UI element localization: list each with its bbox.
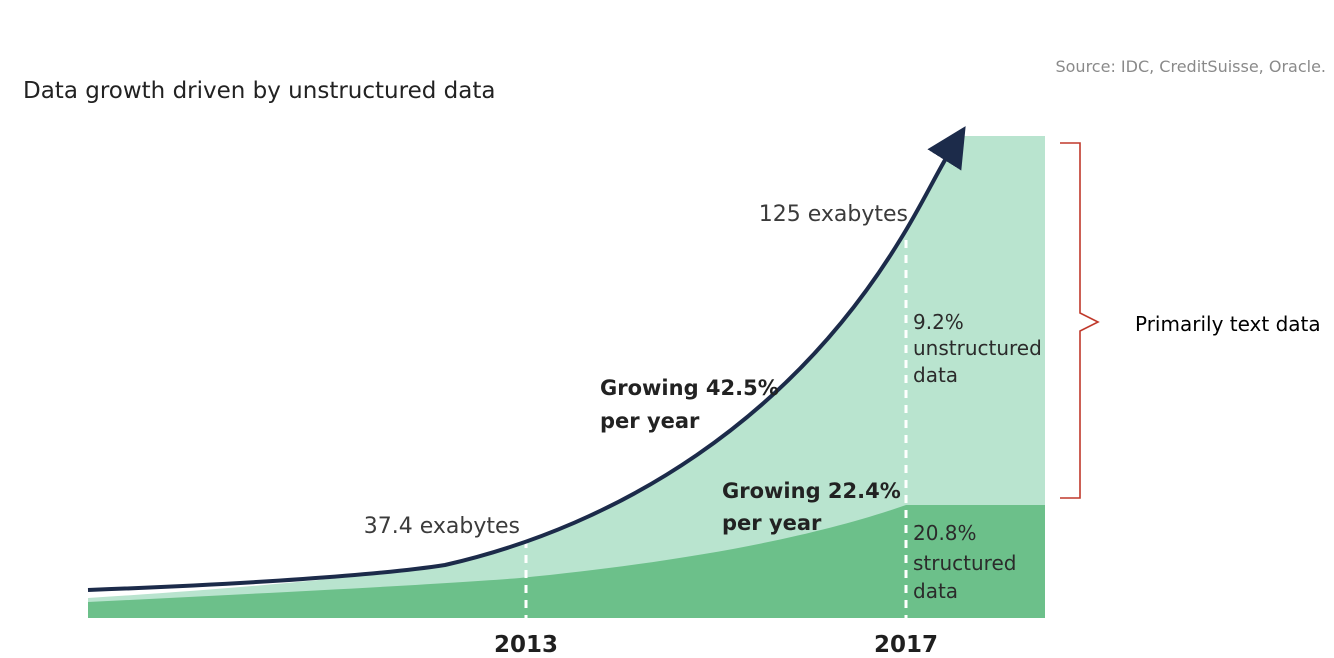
total-growth-curve [87, 126, 966, 592]
source-note: Source: IDC, CreditSuisse, Oracle. [1055, 57, 1326, 76]
chart-title: Data growth driven by unstructured data [23, 78, 495, 104]
label-unstructured-share-line1: 9.2% [913, 310, 964, 334]
structured-area [88, 505, 1045, 618]
bracket [1060, 142, 1100, 499]
tick-label-2013: 2013 [494, 632, 558, 658]
plot-area [87, 126, 1100, 618]
label-unstructured-share-line2: unstructured [913, 336, 1042, 360]
unstructured-area [88, 136, 1045, 618]
label-structured-share-line1: 20.8% [913, 521, 977, 545]
label-end-total: 125 exabytes [759, 202, 908, 227]
label-growth-total-line1: Growing 42.5% [600, 376, 779, 400]
label-growth-structured-line2: per year [722, 511, 822, 535]
label-start-total: 37.4 exabytes [364, 514, 520, 539]
bracket-label: Primarily text data [1135, 312, 1321, 336]
label-unstructured-share-line3: data [913, 363, 958, 387]
label-structured-share-line3: data [913, 579, 958, 603]
label-growth-total-line2: per year [600, 409, 700, 433]
tick-label-2017: 2017 [874, 632, 938, 658]
label-structured-share-line2: structured [913, 551, 1016, 575]
label-growth-structured-line1: Growing 22.4% [722, 479, 901, 503]
